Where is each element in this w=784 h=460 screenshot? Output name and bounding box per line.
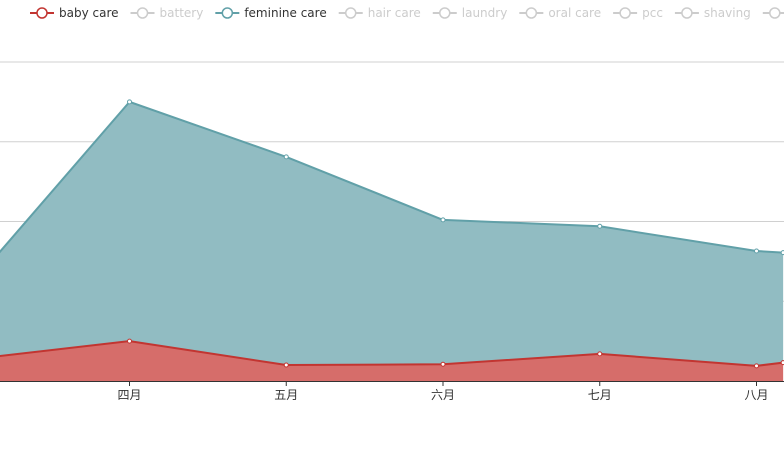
legend-label: laundry — [462, 6, 508, 20]
legend-item-feminine-care[interactable]: feminine care — [215, 6, 327, 20]
legend: baby care battery feminine care hair care la… — [30, 6, 784, 20]
legend-marker — [769, 7, 781, 19]
legend-marker — [681, 7, 693, 19]
legend-item-hair-care[interactable]: hair care — [338, 6, 421, 20]
area-feminine-care — [0, 101, 784, 366]
data-points — [127, 99, 784, 369]
point-baby-care[interactable] — [754, 363, 759, 369]
x-axis: 四月 五月 六月 七月 八月 — [0, 381, 784, 402]
legend-item-oral-care[interactable]: oral care — [519, 6, 601, 20]
x-tick-label: 七月 — [588, 388, 612, 402]
legend-item-battery[interactable]: battery — [130, 6, 204, 20]
point-baby-care[interactable] — [127, 338, 132, 344]
legend-marker — [439, 7, 451, 19]
point-feminine-care[interactable] — [780, 250, 784, 256]
point-feminine-care[interactable] — [127, 99, 132, 105]
legend-item-laundry[interactable]: laundry — [432, 6, 508, 20]
legend-marker — [136, 7, 149, 19]
legend-marker — [344, 7, 357, 19]
legend-label: pcc — [642, 6, 663, 20]
legend-item-skin[interactable]: skin — [762, 6, 784, 20]
legend-label: baby care — [59, 6, 119, 20]
legend-label: shaving — [704, 6, 751, 20]
x-tick-label: 六月 — [431, 388, 455, 402]
area-baby-care — [0, 341, 784, 381]
x-tick-label: 四月 — [117, 388, 141, 402]
legend-marker — [36, 7, 48, 19]
legend-label: battery — [160, 6, 204, 20]
legend-label: feminine care — [244, 6, 326, 20]
areas — [0, 101, 784, 381]
x-tick-label: 五月 — [274, 388, 298, 402]
point-feminine-care[interactable] — [597, 223, 603, 229]
legend-marker — [525, 7, 538, 19]
point-feminine-care[interactable] — [754, 248, 759, 254]
legend-item-baby-care[interactable]: baby care — [30, 6, 119, 20]
legend-label: oral care — [548, 6, 601, 20]
x-tick-label: 八月 — [744, 388, 768, 402]
point-baby-care[interactable] — [440, 361, 446, 367]
legend-marker — [619, 7, 631, 19]
point-baby-care[interactable] — [780, 360, 784, 366]
legend-marker — [221, 7, 234, 19]
legend-item-shaving[interactable]: shaving — [674, 6, 751, 20]
point-feminine-care[interactable] — [283, 154, 289, 160]
legend-label: hair care — [368, 6, 421, 20]
point-feminine-care[interactable] — [440, 217, 446, 223]
point-baby-care[interactable] — [283, 362, 289, 368]
legend-item-pcc[interactable]: pcc — [613, 6, 663, 20]
point-baby-care[interactable] — [597, 351, 603, 357]
